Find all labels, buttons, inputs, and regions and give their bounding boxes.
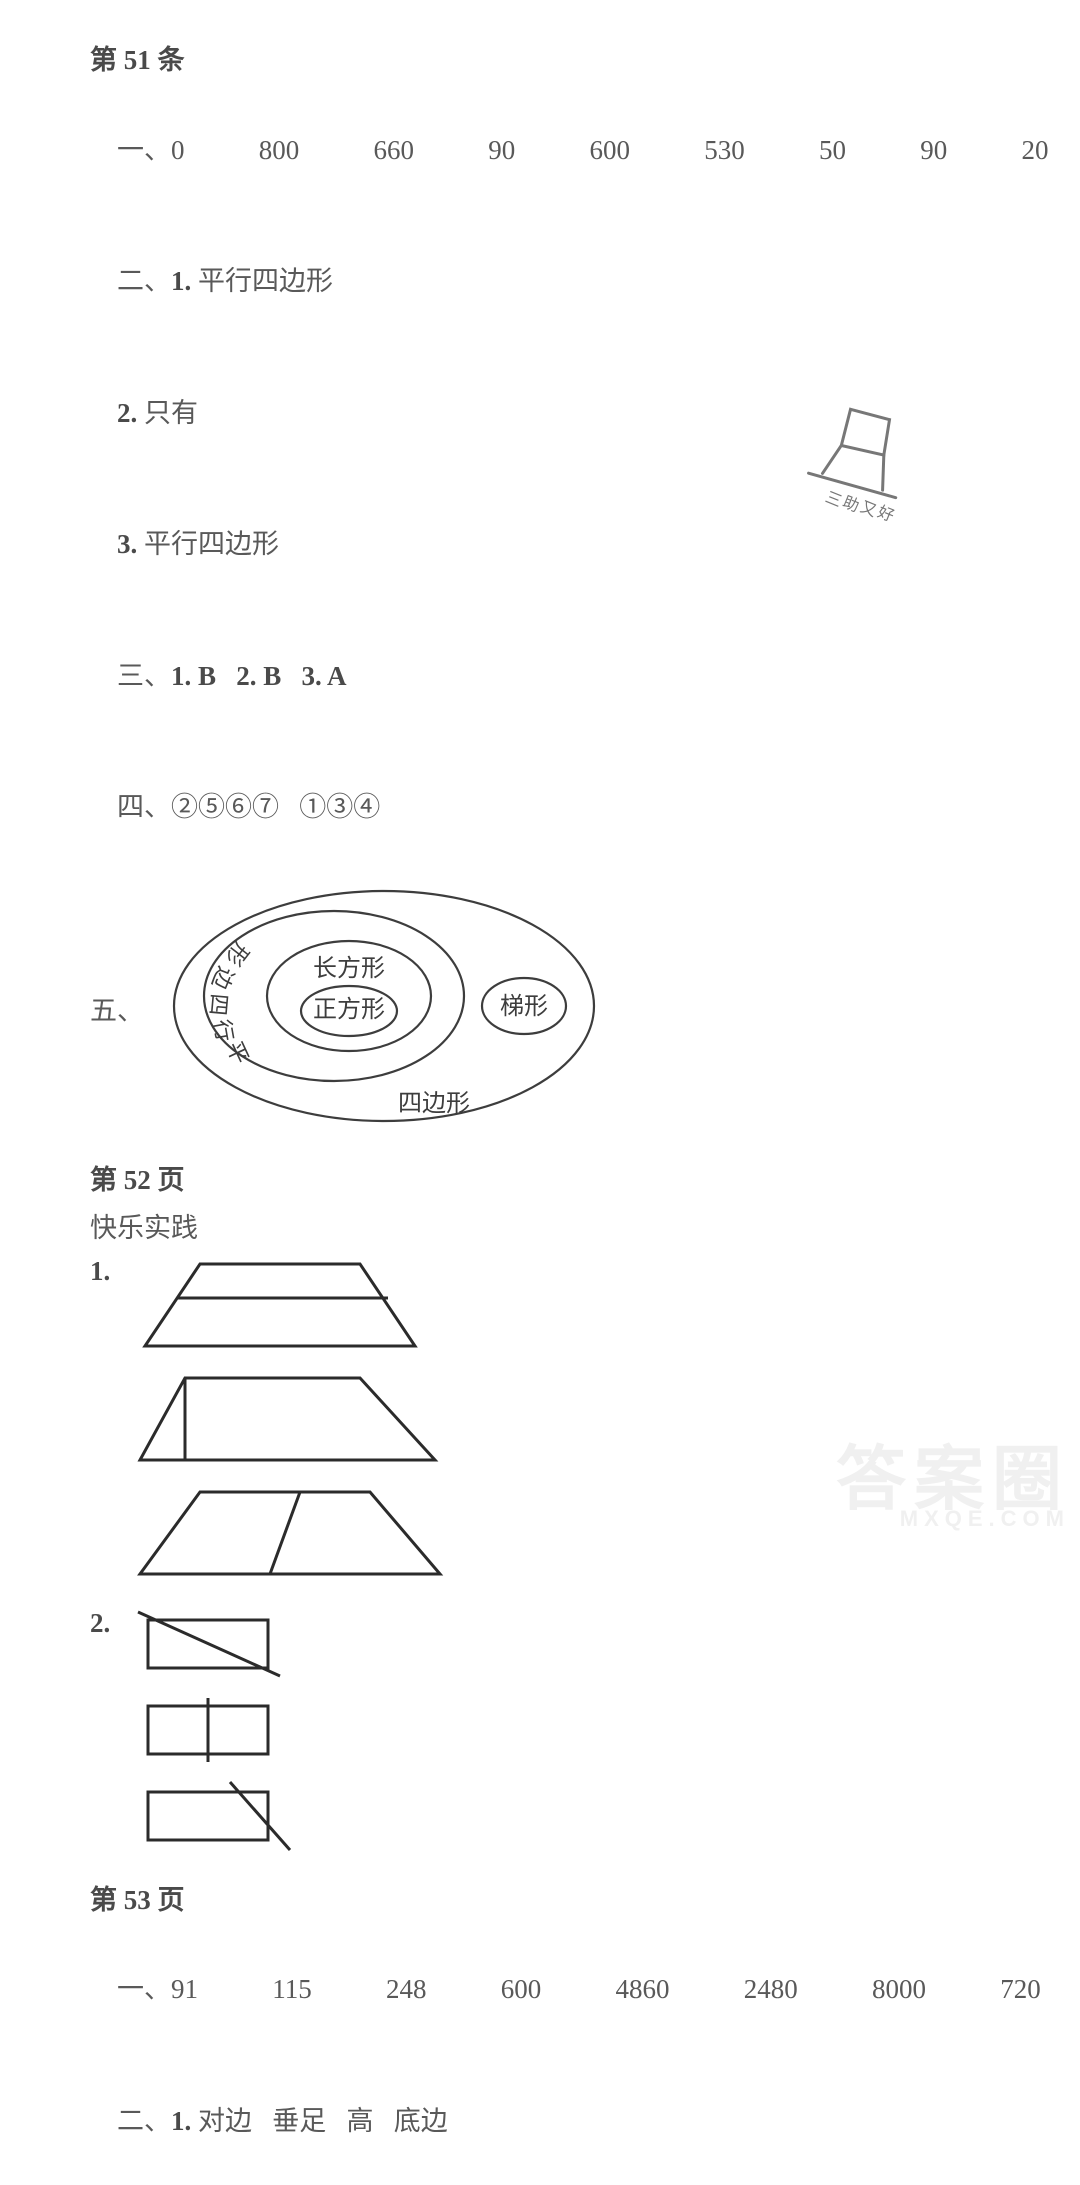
svg-text:梯形: 梯形	[500, 993, 548, 1020]
p53-q2-text: 对边 垂足 高 底边	[198, 2106, 448, 2136]
svg-text:四: 四	[205, 993, 232, 1017]
p51-q2-label: 二、	[117, 266, 171, 296]
p51-title: 第 51 条	[90, 45, 185, 75]
p52-title: 第 52 页	[90, 1165, 185, 1195]
p51-q2-3-num: 3.	[117, 529, 137, 559]
p51-q1-label: 一、	[117, 135, 171, 165]
p51-q4-label: 四、	[117, 792, 171, 822]
p52-q1-num: 1.	[90, 1256, 130, 1287]
svg-text:长方形: 长方形	[313, 955, 385, 982]
p53-q2-label: 二、	[117, 2106, 171, 2136]
hand-doodle: 三 助 又 好	[780, 390, 930, 545]
p51-q3-label: 三、	[117, 661, 171, 691]
p51-q2-2-text: 只有	[144, 398, 198, 428]
p51-q2-3-text: 平行四边形	[144, 529, 279, 559]
p51-q4-text: ②⑤⑥⑦ ①③④	[171, 792, 380, 822]
svg-text:正方形: 正方形	[313, 996, 385, 1023]
p51-q2-1-text: 平行四边形	[198, 266, 333, 296]
p52-q2-num: 2.	[90, 1608, 130, 1639]
svg-text:形: 形	[221, 938, 254, 971]
p52-subtitle: 快乐实践	[90, 1213, 198, 1243]
p53-q2-num: 1.	[171, 2106, 191, 2136]
rectangle-figures	[130, 1608, 310, 1866]
p51-q5-label: 五、	[90, 989, 144, 1028]
p53-q1-values: 91 115 248 600 4860 2480 8000 720 2480	[171, 1974, 1080, 2004]
trapezoid-figures	[130, 1256, 450, 1598]
svg-text:行: 行	[209, 1018, 237, 1044]
p53-q1-label: 一、	[117, 1974, 171, 2004]
svg-text:四边形: 四边形	[398, 1090, 470, 1117]
venn-diagram: 长方形 正方形 梯形 四边形 平 行 四 边 形	[154, 881, 614, 1136]
svg-text:好: 好	[875, 503, 897, 526]
p51-q1-values: 0 800 660 90 600 530 50 90 20	[171, 135, 1049, 165]
p53-title: 第 53 页	[90, 1885, 185, 1915]
p51-q2-1-num: 1.	[171, 266, 191, 296]
p51-q2-2-num: 2.	[117, 398, 137, 428]
p51-q3-text: 1. B 2. B 3. A	[171, 661, 347, 691]
